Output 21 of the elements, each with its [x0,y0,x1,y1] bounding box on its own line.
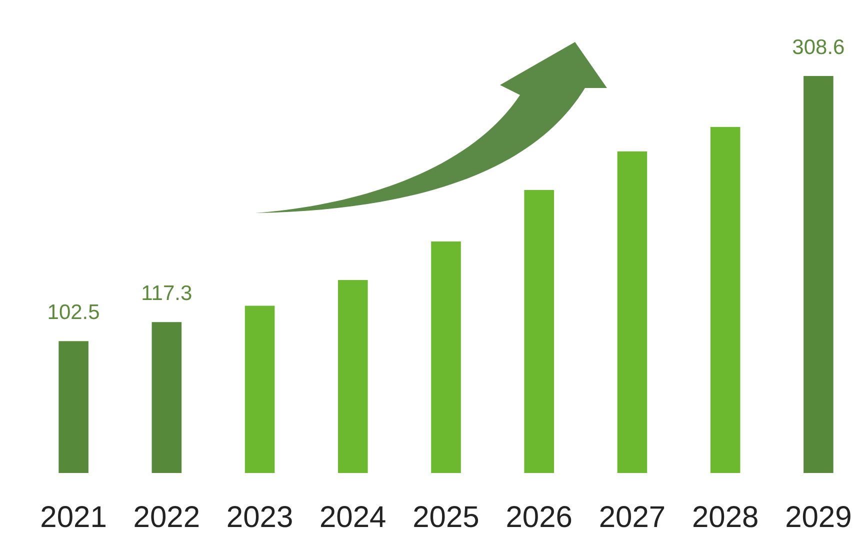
bar [152,322,182,473]
x-tick-label: 2021 [40,501,107,534]
bar [617,151,648,473]
data-label: 102.5 [47,301,100,324]
bar [431,241,461,473]
bar [244,306,275,473]
bar [710,126,740,473]
data-label: 308.6 [792,36,845,59]
x-tick-label: 2029 [785,501,852,534]
x-tick-label: 2026 [506,501,572,534]
bar [524,190,554,473]
bar [338,280,368,473]
bar [804,76,834,473]
data-label: 117.3 [141,282,192,306]
x-tick-label: 2023 [226,501,294,534]
x-tick-label: 2025 [412,501,480,534]
x-tick-label: 2024 [320,501,386,534]
x-tick-label: 2027 [598,501,666,534]
x-tick-label: 2022 [133,501,200,534]
x-tick-label: 2028 [692,501,759,534]
bar [58,341,88,473]
